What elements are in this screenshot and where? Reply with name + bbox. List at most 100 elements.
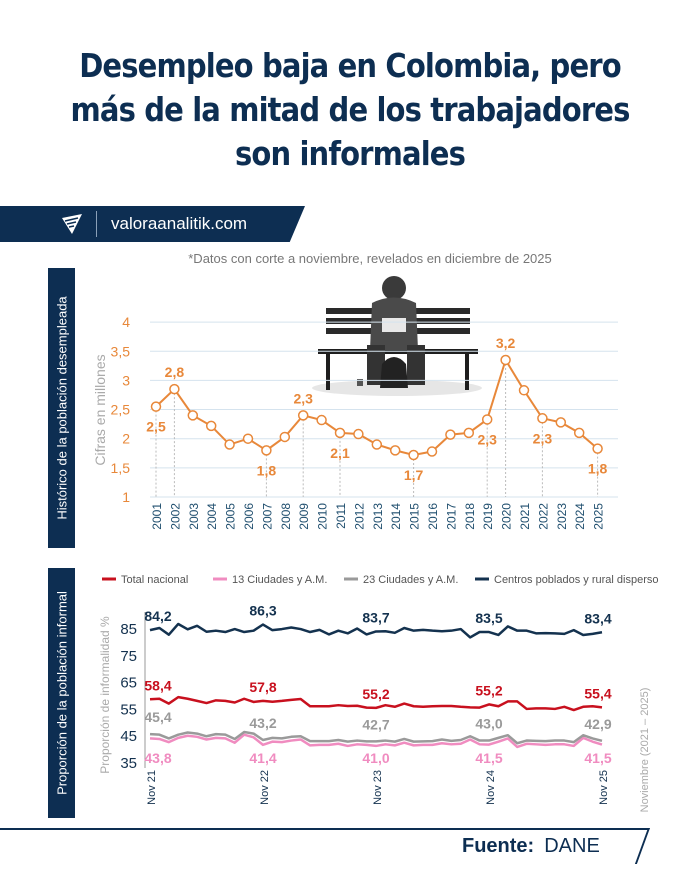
y-tick-label: 45 — [120, 728, 137, 745]
x-tick-label: 2005 — [224, 503, 238, 530]
data-label: 1,8 — [257, 462, 277, 478]
data-point — [224, 439, 235, 450]
data-label: 3,2 — [496, 335, 516, 351]
series-line — [149, 730, 603, 745]
source-value: DANE — [544, 835, 600, 857]
data-point — [279, 431, 291, 443]
data-label: 1,8 — [588, 461, 608, 477]
x-tick-label: 2006 — [242, 503, 256, 530]
data-point — [297, 410, 309, 421]
data-point — [445, 429, 456, 440]
y-tick-label: 3 — [122, 372, 130, 388]
x-tick-label: Nov 25 — [598, 770, 610, 805]
legend-item: Total nacional — [121, 574, 188, 586]
x-tick-label: 2017 — [444, 503, 458, 530]
data-label: 42,9 — [584, 716, 611, 732]
x-tick-label: Nov 24 — [485, 770, 497, 805]
data-label: 43,2 — [249, 715, 276, 731]
data-label: 41,5 — [584, 750, 611, 766]
x-tick-label: 2010 — [316, 503, 330, 530]
data-label: 41,5 — [475, 750, 502, 766]
y-tick-label: 3,5 — [111, 343, 131, 359]
y-axis-label: Proporción de informalidad % — [98, 616, 112, 774]
data-label: 2,3 — [293, 390, 313, 406]
data-note: *Datos con corte a noviembre, revelados … — [188, 251, 552, 266]
x-tick-label: 2014 — [389, 503, 403, 530]
page-title: Desempleo baja en Colombia, pero más de … — [42, 44, 658, 176]
legend-item: 23 Ciudades y A.M. — [363, 574, 458, 586]
y-tick-label: 1 — [122, 489, 130, 505]
x-tick-label: 2003 — [187, 503, 201, 530]
data-label: 83,7 — [362, 609, 389, 625]
data-point — [592, 443, 603, 454]
title-line: Desempleo baja en Colombia, pero — [79, 46, 621, 85]
data-label: 2,3 — [477, 431, 497, 447]
y-tick-label: 4 — [122, 314, 130, 330]
x-tick-label: 2023 — [555, 503, 569, 530]
x-tick-label: Nov 23 — [372, 770, 384, 805]
x-tick-label: 2016 — [426, 503, 440, 530]
data-label: 55,4 — [584, 685, 611, 701]
side-label-box-2: Proporción de la población informal — [48, 568, 75, 818]
source-label: Fuente: — [462, 835, 535, 857]
x-tick-label: 2008 — [279, 503, 293, 530]
data-label: 2,5 — [146, 419, 166, 435]
brand-band — [0, 206, 305, 242]
data-label: 41,0 — [362, 750, 389, 766]
data-label: 42,7 — [362, 716, 389, 732]
x-tick-label: Nov 22 — [259, 770, 271, 805]
data-label: 1,7 — [404, 467, 424, 483]
data-label: 2,3 — [533, 430, 553, 446]
data-point — [500, 354, 511, 366]
x-tick-label: 2001 — [150, 503, 164, 530]
side-label-box-1: Histórico de la población desempleada — [48, 268, 75, 548]
title-line: son informales — [234, 134, 466, 173]
data-point — [481, 414, 493, 425]
x-tick-label: 2015 — [408, 503, 422, 530]
legend-item: 13 Ciudades y A.M. — [232, 574, 327, 586]
data-point — [573, 427, 585, 439]
data-label: 83,5 — [475, 610, 502, 626]
x-tick-label: 2025 — [592, 503, 606, 530]
data-label: 83,4 — [584, 610, 611, 626]
data-label: 57,8 — [249, 679, 276, 695]
x-tick-label: 2009 — [297, 503, 311, 530]
x-tick-label: 2024 — [573, 503, 587, 530]
data-point — [555, 417, 567, 428]
y-tick-label: 55 — [120, 701, 137, 718]
data-label: 55,2 — [475, 682, 502, 698]
x-tick-label: 2012 — [352, 503, 366, 530]
y-tick-label: 85 — [120, 621, 137, 638]
x-tick-label: 2004 — [205, 503, 219, 530]
title-line: más de la mitad de los trabajadores — [70, 90, 631, 129]
x-tick-label: 2022 — [536, 503, 550, 530]
data-point — [353, 428, 364, 440]
x-axis-note: Noviembre (2021 – 2025) — [639, 688, 651, 813]
data-label: 2,8 — [165, 364, 185, 380]
y-tick-label: 2 — [122, 431, 130, 447]
x-tick-label: Nov 21 — [146, 770, 158, 805]
data-point — [242, 433, 254, 444]
x-tick-label: 2018 — [463, 503, 477, 530]
x-tick-label: 2007 — [260, 503, 274, 530]
data-point — [408, 449, 419, 461]
divider — [96, 211, 97, 237]
y-tick-label: 2,5 — [111, 402, 131, 418]
series-line — [149, 733, 603, 749]
data-label: 41,4 — [249, 750, 276, 766]
x-tick-label: 2019 — [481, 503, 495, 530]
data-point — [334, 427, 346, 439]
data-label: 55,2 — [362, 686, 389, 702]
y-tick-label: 65 — [120, 675, 137, 692]
y-tick-label: 1,5 — [111, 460, 131, 476]
data-point — [150, 401, 162, 412]
legend-item: Centros poblados y rural disperso — [494, 574, 658, 586]
site-url[interactable]: valoraanalitik.com — [111, 214, 248, 233]
data-label: 43,0 — [475, 716, 502, 732]
data-point — [426, 446, 438, 457]
data-point — [537, 413, 548, 424]
y-axis-label: Cifras en millones — [92, 354, 108, 465]
valora-logo-icon — [62, 214, 82, 234]
data-label: 86,3 — [249, 603, 276, 619]
